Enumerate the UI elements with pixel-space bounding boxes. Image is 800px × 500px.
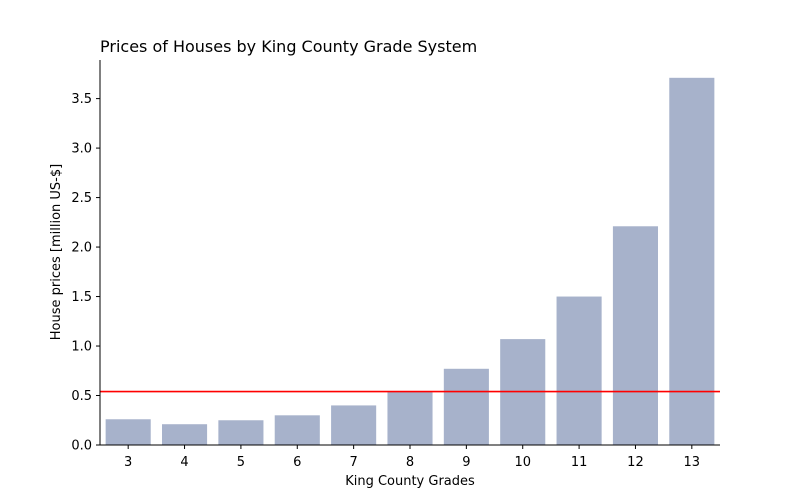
y-tick-label: 1.5 [71,290,92,305]
bar-3 [105,419,151,445]
x-tick-label: 10 [514,455,531,470]
axes-group: 0.0 0.5 1.0 1.5 2.0 2.5 3.0 3.5 3 4 5 6 7 8 9 10 11 12 13 [71,60,720,470]
y-tick-label: 3.0 [71,142,92,157]
x-tick-label: 13 [684,455,701,470]
bars-group [105,77,715,445]
bar-8 [387,391,433,445]
x-tick-label: 4 [180,455,188,470]
y-tick-label: 1.0 [71,340,92,355]
y-tick-label: 0.0 [71,439,92,454]
bar-7 [331,405,377,445]
x-axis-title: King County Grades [345,474,475,489]
x-tick-label: 3 [124,455,132,470]
bar-11 [556,296,602,445]
bar-5 [218,420,264,445]
bar-13 [669,77,715,445]
x-tick-label: 12 [627,455,644,470]
bar-4 [162,424,208,445]
x-tick-label: 9 [462,455,470,470]
bar-9 [443,368,489,445]
x-tick-label: 5 [237,455,245,470]
x-tick-label: 6 [293,455,301,470]
x-tick-label: 11 [571,455,588,470]
chart-title: Prices of Houses by King County Grade Sy… [100,37,477,56]
y-tick-label: 0.5 [71,389,92,404]
bar-12 [612,226,658,445]
y-tick-label: 2.5 [71,191,92,206]
bar-6 [274,415,320,445]
x-tick-label: 7 [349,455,357,470]
y-tick-label: 3.5 [71,92,92,107]
y-tick-label: 2.0 [71,241,92,256]
x-tick-label: 8 [406,455,414,470]
y-axis-title: House prices [million US-$] [49,164,64,340]
